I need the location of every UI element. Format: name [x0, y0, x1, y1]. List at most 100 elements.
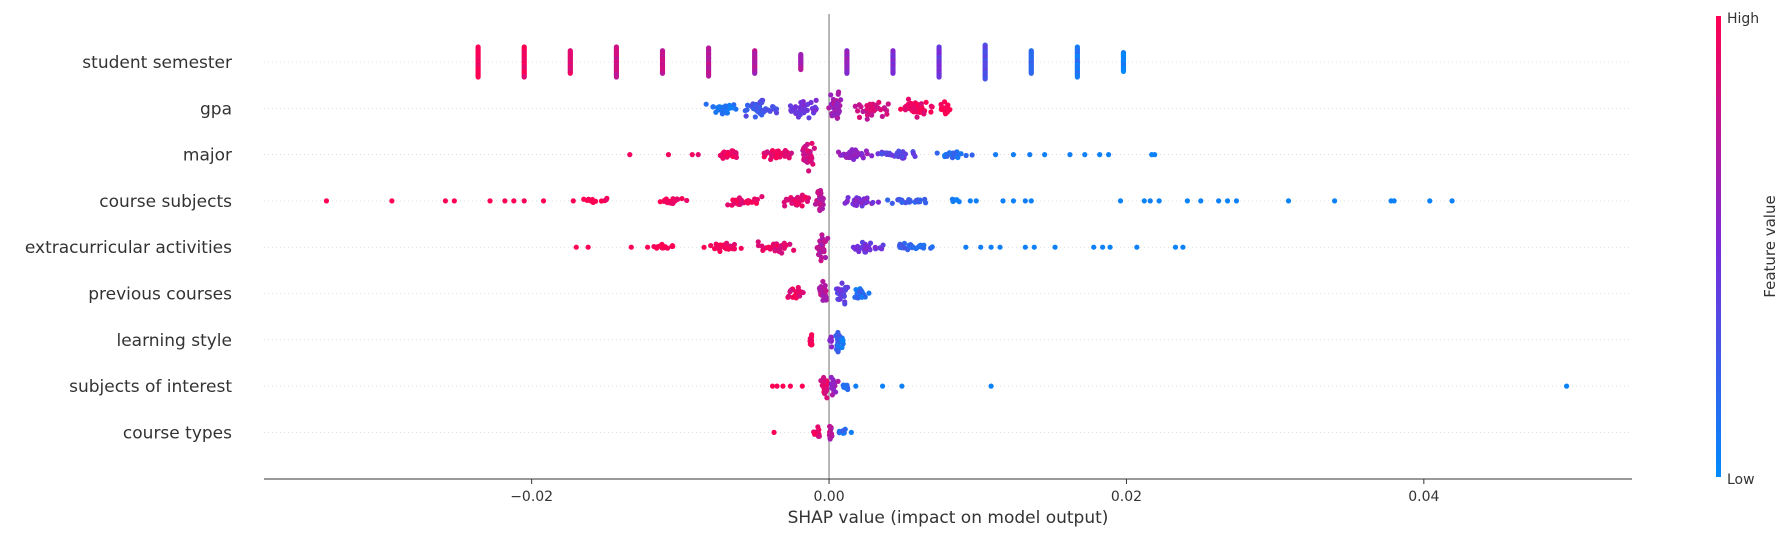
shap-point	[839, 338, 846, 344]
shap-point	[978, 244, 984, 250]
shap-point	[854, 108, 861, 114]
shap-point	[782, 203, 788, 209]
shap-point	[1074, 74, 1080, 80]
x-tick-label: 0.02	[1111, 489, 1142, 505]
shap-point	[870, 105, 876, 111]
shap-point	[781, 199, 787, 205]
shap-point	[581, 196, 587, 202]
shap-point	[973, 198, 979, 204]
shap-point	[708, 242, 714, 249]
shap-point	[876, 99, 882, 105]
shap-point	[938, 101, 944, 108]
feature-row-points	[771, 423, 854, 442]
shap-point	[859, 294, 865, 300]
shap-point	[442, 198, 449, 204]
shap-point	[844, 70, 850, 76]
shap-point	[997, 244, 1003, 250]
shap-point	[782, 153, 788, 159]
shap-point	[719, 111, 725, 117]
shap-point	[1067, 152, 1073, 158]
shap-point	[627, 152, 633, 158]
feature-label: major	[183, 146, 232, 166]
shap-point	[1156, 198, 1162, 204]
shap-point	[798, 107, 804, 114]
shap-point	[679, 195, 685, 202]
shap-point	[729, 105, 735, 111]
shap-point	[780, 383, 786, 389]
shap-point	[828, 338, 835, 344]
shap-point	[1563, 383, 1570, 389]
shap-point	[1010, 152, 1017, 158]
shap-point	[664, 200, 671, 206]
shap-point	[782, 148, 788, 154]
shap-point	[475, 74, 481, 80]
shap-point	[839, 152, 845, 158]
shap-point	[1233, 198, 1240, 204]
shap-point	[1027, 152, 1033, 158]
shap-point	[894, 150, 900, 156]
shap-point	[913, 197, 919, 204]
feature-label: subjects of interest	[69, 377, 232, 397]
shap-point	[1028, 198, 1034, 204]
shap-point	[789, 200, 795, 206]
feature-row-points	[323, 187, 1455, 214]
shap-point	[869, 153, 875, 159]
shap-point	[846, 153, 852, 159]
shap-point	[951, 150, 957, 156]
x-tick-label: 0.04	[1408, 489, 1439, 505]
shap-point	[772, 246, 778, 253]
shap-point	[889, 200, 895, 206]
shap-point	[982, 76, 988, 82]
shap-point	[774, 383, 780, 389]
shap-point	[799, 203, 805, 209]
shap-point	[807, 336, 813, 342]
shap-point	[717, 246, 723, 252]
shap-point	[827, 423, 833, 430]
shap-point	[801, 145, 807, 151]
shap-point	[928, 103, 934, 109]
shap-point	[992, 152, 999, 158]
shap-point	[669, 243, 676, 249]
shap-point	[854, 151, 860, 157]
shap-point	[746, 199, 752, 205]
colorbar	[1716, 16, 1721, 477]
shap-point	[521, 198, 527, 204]
shap-point	[819, 195, 826, 201]
shap-point	[1180, 244, 1186, 250]
shap-point	[875, 199, 882, 205]
points-layer	[323, 42, 1570, 442]
shap-point	[791, 247, 797, 253]
shap-point	[828, 92, 834, 98]
shap-point	[835, 106, 842, 112]
shap-point	[743, 113, 749, 119]
shap-point	[831, 112, 837, 118]
shap-point	[944, 105, 950, 111]
shap-point	[769, 147, 776, 154]
shap-point	[1285, 198, 1292, 204]
shap-point	[721, 149, 727, 155]
shap-point	[659, 70, 666, 76]
shap-point	[804, 107, 810, 113]
shap-point	[775, 148, 781, 154]
colorbar-title: Feature value	[1761, 195, 1779, 297]
shap-point	[1082, 152, 1088, 158]
shap-point	[839, 280, 845, 286]
shap-point	[905, 101, 911, 107]
shap-point	[845, 284, 851, 291]
feature-label: student semester	[82, 53, 232, 73]
shap-point	[826, 105, 832, 111]
shap-point	[796, 287, 802, 293]
shap-point	[928, 109, 934, 115]
shap-point	[806, 115, 812, 121]
shap-point	[723, 246, 729, 252]
shap-point	[822, 254, 829, 261]
feature-row-points	[703, 89, 953, 122]
shap-point	[879, 113, 885, 120]
feature-label: extracurricular activities	[25, 238, 232, 258]
shap-point	[835, 286, 841, 292]
shap-point	[729, 148, 735, 154]
shap-point	[786, 293, 792, 299]
shap-point	[788, 287, 794, 294]
shap-point	[917, 106, 923, 112]
feature-row-points	[573, 232, 1186, 264]
